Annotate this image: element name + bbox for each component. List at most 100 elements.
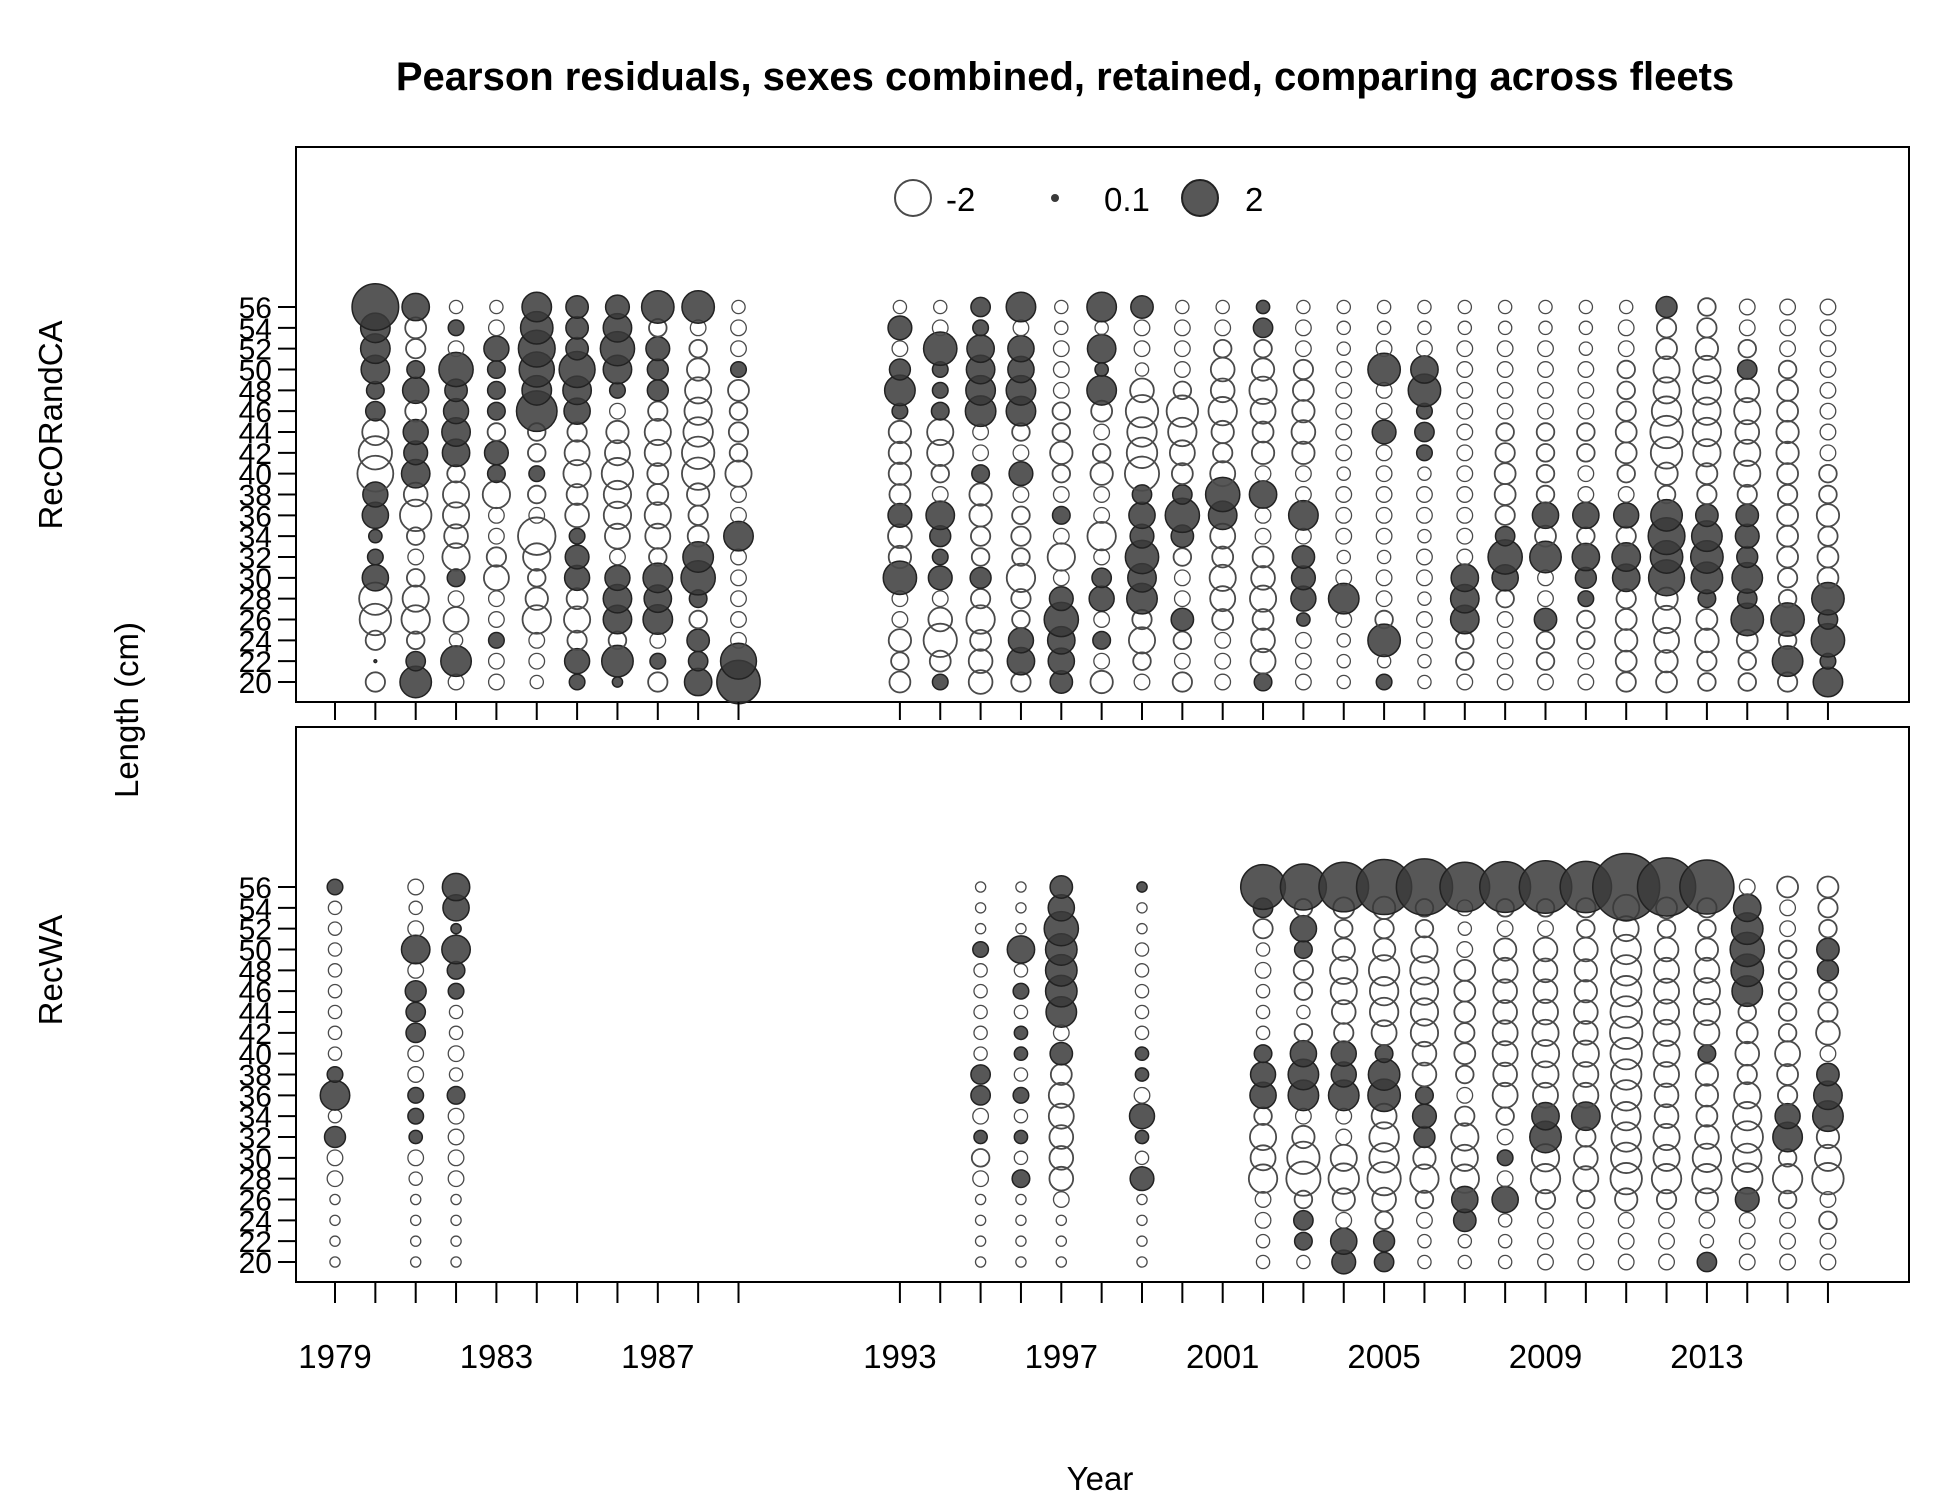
bubble-negative (450, 1214, 462, 1227)
bubble-negative (1609, 1015, 1644, 1050)
bubble-negative (970, 525, 992, 547)
legend-marker-small (1051, 194, 1059, 202)
bubble-negative (1335, 1128, 1353, 1146)
bubble-positive (1136, 881, 1148, 893)
bubble-negative (1532, 978, 1559, 1004)
bubble-positive (888, 358, 912, 381)
bubble-positive (447, 982, 465, 1000)
bubble-negative (730, 506, 747, 524)
panel-label-top: RecORandCA (32, 320, 69, 529)
bubble-positive (405, 1022, 427, 1044)
bubble-positive (565, 315, 590, 340)
bubble-negative (1292, 358, 1314, 381)
y-tick-label-top: 56 (239, 292, 272, 325)
bubble-positive (407, 1086, 425, 1104)
y-tick-label-bottom: 50 (239, 935, 272, 968)
bubble-negative (1134, 1025, 1150, 1041)
bubble-positive (1290, 565, 1317, 591)
bubble-negative (1015, 922, 1027, 935)
bubble-negative (1777, 939, 1798, 960)
bubble-negative (1013, 1004, 1029, 1020)
bubble-negative (1456, 465, 1474, 483)
bubble-positive (925, 500, 956, 531)
bubble-negative (527, 443, 547, 463)
bubble-positive (970, 1084, 992, 1106)
bubble-negative (1456, 527, 1474, 545)
bubble-positive (723, 520, 754, 552)
bubble-negative (1617, 340, 1635, 358)
bubble-negative (447, 340, 465, 358)
bubble-negative (1335, 1211, 1353, 1229)
bubble-negative (1049, 440, 1074, 465)
x-tick-label: 2005 (1347, 1338, 1420, 1375)
bubble-positive (1091, 567, 1113, 589)
bubble-positive (1414, 1085, 1434, 1105)
bubble-positive (1255, 299, 1271, 315)
bubble-negative (447, 1149, 465, 1167)
bubble-positive (1086, 374, 1118, 406)
bubble-negative (643, 417, 672, 446)
bubble-positive (351, 282, 400, 332)
bubble-positive (1572, 501, 1600, 530)
bubble-negative (1696, 317, 1718, 339)
bubble-positive (1612, 502, 1640, 529)
x-tick-label: 1997 (1025, 1338, 1098, 1375)
bubble-positive (565, 295, 590, 319)
bubble-positive (646, 358, 670, 381)
bubble-negative (1091, 443, 1112, 463)
bubble-positive (1013, 1025, 1029, 1041)
bubble-negative (1576, 609, 1596, 630)
bubble-negative (970, 1148, 991, 1168)
bubble-positive (1577, 590, 1595, 608)
bubble-negative (1777, 981, 1798, 1001)
bubble-negative (1291, 440, 1316, 465)
bubble-negative (1290, 419, 1317, 445)
y-axis-label: Length (cm) (108, 622, 145, 798)
bubble-negative (1618, 299, 1634, 315)
bubble-positive (326, 1065, 344, 1084)
bubble-negative (1455, 1064, 1475, 1085)
bubble-negative (1048, 1165, 1075, 1192)
bubble-positive (1291, 545, 1316, 569)
bubble-negative (682, 416, 714, 448)
bubble-positive (1812, 666, 1844, 698)
bubble-negative (1335, 444, 1353, 462)
bubble-negative (1535, 443, 1556, 463)
bubble-negative (1373, 918, 1395, 940)
bubble-negative (1133, 340, 1151, 358)
bubble-negative (1215, 299, 1230, 315)
bubble-negative (1493, 483, 1517, 506)
bubble-negative (1411, 1061, 1438, 1088)
bubble-negative (1578, 299, 1594, 315)
bubble-positive (1372, 1229, 1396, 1253)
bubble-negative (1496, 611, 1514, 628)
bubble-negative (1776, 524, 1799, 548)
bubble-negative (1614, 628, 1639, 653)
bubble-negative (1819, 402, 1837, 420)
bubble-negative (1214, 319, 1232, 337)
bubble-negative (1819, 340, 1837, 358)
bubble-negative (1775, 440, 1800, 465)
bubble-negative (1015, 1193, 1027, 1206)
bubble-positive (972, 319, 990, 337)
bubble-positive (323, 1125, 347, 1149)
bubble-negative (1496, 340, 1514, 358)
bubble-negative (1771, 1163, 1804, 1195)
y-tick-label-bottom: 56 (239, 872, 272, 905)
bubble-negative (1496, 381, 1514, 399)
bubble-positive (927, 565, 953, 591)
bubble-negative (1537, 340, 1554, 358)
bubble-negative (887, 419, 912, 445)
y-tick-label-bottom: 26 (239, 1185, 272, 1218)
y-tick-label-bottom: 24 (239, 1205, 272, 1238)
bubble-positive (642, 562, 674, 594)
y-tick-label-top: 20 (239, 667, 272, 700)
bubble-negative (1699, 1233, 1715, 1249)
bubble-negative (1537, 1211, 1554, 1229)
bubble-negative (1209, 377, 1236, 404)
y-tick-label-top: 52 (239, 334, 272, 367)
bubble-negative (1293, 1189, 1314, 1210)
bubble-negative (1134, 942, 1150, 957)
bubble-positive (1013, 1129, 1029, 1145)
bubble-negative (406, 568, 426, 588)
